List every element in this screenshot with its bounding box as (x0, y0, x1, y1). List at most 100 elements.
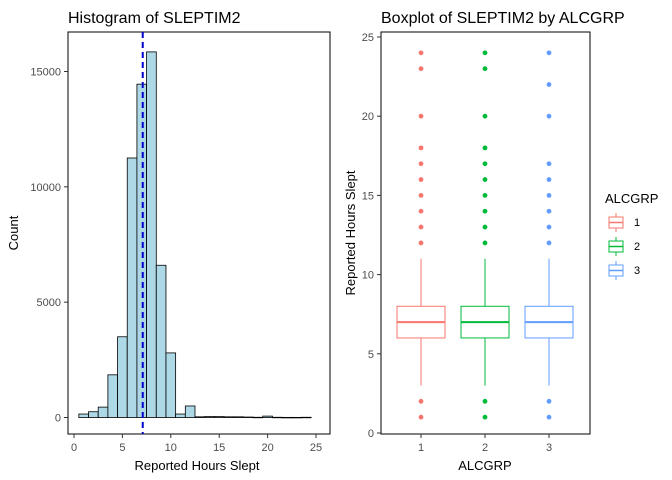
boxplot-title: Boxplot of SLEPTIM2 by ALCGRP (381, 10, 625, 27)
histogram-bar-12 (194, 416, 206, 418)
boxplot-y-axis-title: Reported Hours Slept (343, 170, 358, 295)
boxplot-outlier-1-9 (418, 113, 424, 119)
histogram-bar-18 (252, 416, 264, 419)
legend-label-2: 2 (634, 241, 640, 253)
histogram-title: Histogram of SLEPTIM2 (68, 10, 241, 27)
histogram-bar-20 (272, 416, 283, 419)
histogram-x-tick-label-5: 25 (310, 442, 322, 454)
boxplot-outlier-1-1 (418, 398, 424, 404)
boxplot-y-tick-label-1: 5 (368, 349, 374, 361)
histogram-bar-23 (301, 416, 312, 419)
boxplot-outlier-3-4 (546, 208, 552, 214)
boxplot-outlier-1-2 (418, 240, 424, 246)
boxplot-outlier-2-2 (482, 240, 488, 246)
histogram-bar-19 (262, 415, 273, 418)
histogram-bar-15 (223, 416, 235, 418)
boxplot-outlier-2-11 (482, 50, 488, 56)
boxplot-x-axis: 1 2 3 (418, 434, 552, 454)
histogram-y-axis-title: Count (6, 215, 21, 250)
legend: ALCGRP 1 2 3 (605, 191, 658, 280)
legend-label-3: 3 (634, 265, 640, 277)
boxplot-x-axis-title: ALCGRP (458, 458, 511, 473)
histogram-bar-2 (97, 406, 109, 418)
boxplot-group-3 (524, 50, 574, 420)
histogram-x-tick-label-1: 5 (119, 442, 125, 454)
boxplot-marks (396, 50, 574, 420)
boxplot-x-tick-label-1: 2 (482, 442, 488, 454)
boxplot-outlier-1-0 (418, 414, 424, 420)
boxplot-outlier-1-3 (418, 224, 424, 230)
boxplot-outlier-1-5 (418, 193, 424, 198)
boxplot-chart: Boxplot of SLEPTIM2 by ALCGRP 1 2 3 0 5 10 15… (343, 10, 625, 473)
boxplot-outlier-3-6 (546, 177, 552, 182)
legend-item-2: 2 (608, 237, 640, 256)
boxplot-outlier-3-5 (546, 193, 552, 198)
histogram-bar-13 (204, 416, 215, 418)
boxplot-outlier-1-6 (418, 177, 424, 182)
boxplot-outlier-1-8 (418, 145, 424, 151)
boxplot-y-tick-label-5: 25 (362, 32, 374, 44)
histogram-bar-3 (107, 374, 118, 418)
histogram-bar-17 (242, 416, 254, 418)
boxplot-outlier-1-11 (418, 50, 424, 56)
histogram-bar-22 (291, 416, 302, 419)
legend-title: ALCGRP (605, 191, 658, 206)
histogram-bar-10 (175, 413, 186, 418)
histogram-bar-9 (165, 352, 177, 418)
boxplot-outlier-3-3 (546, 224, 552, 230)
histogram-y-tick-label-1: 5000 (37, 297, 61, 309)
histogram-y-axis: 0 5000 10000 15000 (30, 67, 68, 425)
boxplot-outlier-3-10 (546, 50, 552, 56)
histogram-bar-11 (184, 405, 196, 418)
boxplot-y-tick-label-3: 15 (362, 190, 374, 202)
boxplot-outlier-2-3 (482, 224, 488, 230)
histogram-x-tick-label-0: 0 (71, 442, 77, 454)
boxplot-outlier-1-4 (418, 208, 424, 214)
histogram-bar-7 (146, 51, 157, 418)
boxplot-outlier-3-8 (546, 113, 552, 119)
boxplot-outlier-2-10 (482, 66, 488, 72)
histogram-bar-1 (88, 411, 99, 418)
boxplot-outlier-2-1 (482, 398, 488, 404)
histogram-x-tick-label-3: 15 (213, 442, 225, 454)
boxplot-outlier-2-8 (482, 145, 488, 151)
histogram-bar-4 (117, 336, 128, 418)
boxplot-outlier-3-2 (546, 240, 552, 246)
boxplot-x-tick-label-2: 3 (546, 442, 552, 454)
histogram-y-tick-label-2: 10000 (30, 182, 61, 194)
boxplot-y-axis: 0 5 10 15 20 25 (362, 32, 381, 440)
boxplot-outlier-1-10 (418, 66, 424, 72)
histogram-x-axis: 0 5 10 15 20 25 (71, 434, 322, 454)
boxplot-outlier-3-9 (546, 82, 552, 87)
legend-items: 1 2 3 (608, 213, 640, 280)
boxplot-outlier-3-1 (546, 398, 552, 404)
boxplot-outlier-3-7 (546, 161, 552, 167)
boxplot-y-tick-label-0: 0 (368, 428, 374, 440)
histogram-bars (78, 32, 312, 434)
histogram-panel-border (67, 31, 331, 435)
boxplot-outlier-2-7 (482, 161, 488, 167)
histogram-chart: Histogram of SLEPTIM2 0 5 10 15 20 25 0 5000 10… (6, 10, 331, 473)
boxplot-outlier-2-4 (482, 208, 488, 214)
histogram-bar-21 (281, 416, 293, 419)
histogram-x-axis-title: Reported Hours Slept (134, 458, 259, 473)
histogram-bar-16 (233, 416, 244, 418)
histogram-x-tick-label-2: 10 (165, 442, 177, 454)
histogram-bar-5 (126, 157, 138, 418)
histogram-y-tick-label-3: 15000 (30, 67, 61, 79)
boxplot-outlier-2-9 (482, 113, 488, 119)
histogram-y-tick-label-0: 0 (55, 413, 61, 425)
histogram-bar-14 (213, 416, 225, 418)
boxplot-outlier-2-5 (482, 193, 488, 198)
histogram-x-tick-label-4: 20 (261, 442, 273, 454)
boxplot-group-1 (396, 50, 446, 420)
boxplot-outlier-2-0 (482, 414, 488, 420)
boxplot-y-tick-label-2: 10 (362, 270, 374, 282)
boxplot-y-tick-label-4: 20 (362, 111, 374, 123)
boxplot-outlier-3-0 (546, 414, 552, 420)
boxplot-group-2 (460, 50, 510, 420)
boxplot-outlier-2-6 (482, 177, 488, 182)
legend-item-3: 3 (608, 261, 640, 280)
boxplot-outlier-1-7 (418, 161, 424, 167)
